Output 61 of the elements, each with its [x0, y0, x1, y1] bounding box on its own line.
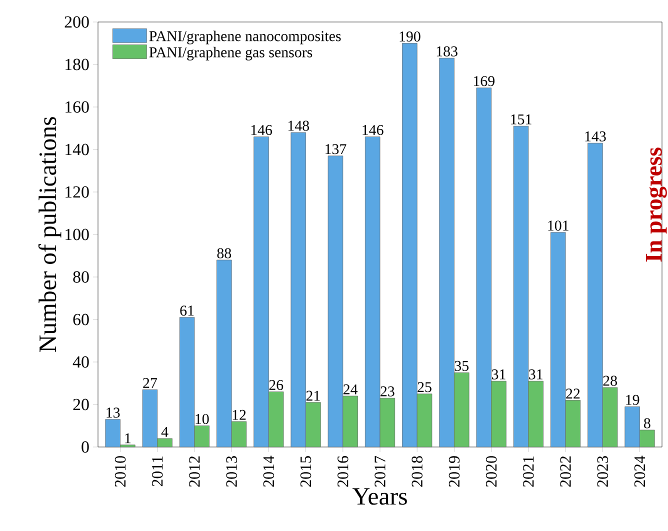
data-label: 88	[217, 248, 232, 258]
data-label: 101	[548, 220, 568, 231]
y-tick-label: 180	[66, 58, 89, 70]
y-axis-title: Number of publications	[38, 117, 62, 352]
legend-label: PANI/graphene gas sensors	[149, 46, 312, 60]
data-label: 19	[626, 394, 640, 405]
data-label: 146	[362, 125, 384, 136]
data-label: 21	[306, 390, 320, 401]
data-label: 148	[288, 120, 310, 131]
y-tick-label: 100	[66, 228, 89, 240]
x-tick-label: 2014	[263, 456, 274, 487]
x-tick-label: 2022	[560, 456, 571, 487]
y-tick-label: 0	[82, 441, 89, 453]
x-tick-label: 2020	[486, 456, 497, 487]
data-label: 28	[603, 376, 617, 386]
data-label: 151	[511, 114, 532, 124]
data-label: 23	[380, 386, 394, 396]
x-tick-label: 2010	[114, 456, 126, 487]
x-tick-label: 2019	[448, 456, 460, 487]
x-tick-label: 2018	[412, 456, 422, 487]
x-tick-label: 2023	[597, 456, 608, 487]
y-tick-label: 40	[72, 356, 89, 368]
y-tick-label: 200	[64, 16, 89, 28]
data-label: 31	[492, 369, 506, 380]
y-tick-label: 160	[66, 101, 89, 113]
legend-label: PANI/graphene nanocomposites	[149, 30, 341, 44]
data-label: 31	[529, 369, 542, 380]
data-label: 137	[326, 144, 346, 154]
data-label: 35	[454, 360, 469, 371]
x-tick-label: 2011	[152, 456, 163, 486]
data-label: 1	[125, 433, 131, 444]
data-label: 13	[106, 408, 120, 418]
data-label: 146	[251, 125, 272, 136]
data-label: 169	[474, 76, 494, 86]
data-label: 27	[143, 378, 157, 388]
x-tick-label: 2016	[338, 456, 348, 487]
y-tick-label: 80	[73, 271, 89, 283]
data-label: 10	[196, 414, 209, 424]
data-label: 22	[566, 388, 580, 399]
annotation: In progress	[646, 148, 667, 262]
data-label: 4	[161, 426, 168, 437]
data-label: 8	[644, 418, 650, 428]
x-tick-label: 2024	[634, 456, 646, 487]
data-label: 26	[269, 380, 284, 390]
x-tick-label: 2012	[189, 456, 200, 487]
data-label: 190	[400, 31, 420, 42]
y-tick-label: 60	[73, 314, 89, 326]
y-tick-label: 20	[73, 398, 89, 410]
x-tick-label: 2013	[226, 456, 237, 487]
x-tick-label: 2017	[374, 456, 386, 487]
data-label: 61	[180, 306, 194, 316]
data-label: 143	[585, 131, 606, 142]
data-label: 12	[232, 410, 246, 420]
x-tick-label: 2015	[300, 456, 312, 487]
data-label: 183	[436, 46, 458, 56]
data-label: 24	[344, 384, 358, 394]
x-axis-title: Years	[352, 488, 407, 505]
y-tick-label: 140	[66, 144, 89, 156]
data-label: 25	[418, 382, 432, 392]
y-tick-label: 120	[66, 186, 89, 198]
x-tick-label: 2021	[523, 456, 534, 487]
